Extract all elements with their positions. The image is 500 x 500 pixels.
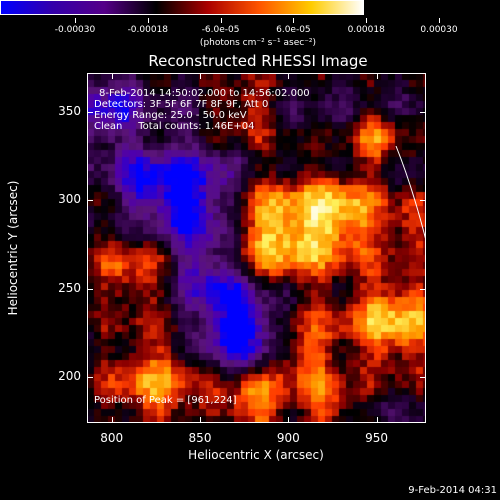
y-tick-label: 300 — [58, 192, 81, 207]
colorbar-tick-label: 0.00018 — [347, 25, 385, 35]
x-tick-label: 850 — [188, 431, 212, 445]
x-tick — [111, 417, 113, 423]
colorbar-tick-label: -0.00018 — [127, 25, 169, 35]
y-tick-label: 200 — [58, 369, 81, 384]
y-tick — [420, 288, 426, 290]
info-detectors: Detectors: 3F 5F 6F 7F 8F 9F, Att 0 — [94, 99, 269, 110]
colorbar-tick — [293, 18, 295, 23]
info-time-range: 8-Feb-2014 14:50:02.000 to 14:56:02.000 — [99, 88, 310, 99]
y-tick — [420, 377, 426, 379]
colorbar-tick-label: 0.00030 — [420, 25, 458, 35]
x-tick — [288, 417, 290, 423]
x-tick — [111, 73, 113, 79]
colorbar-tick-label: -6.0e-05 — [201, 25, 240, 35]
x-axis-label: Heliocentric X (arcsec) — [188, 448, 324, 462]
colorbar-tick — [75, 18, 76, 23]
solar-image-panel: 8-Feb-2014 14:50:02.000 to 14:56:02.000 … — [87, 73, 426, 423]
y-tick-label: 250 — [58, 280, 81, 295]
x-tick — [200, 417, 201, 423]
x-tick — [376, 73, 378, 79]
x-tick-label: 950 — [365, 431, 389, 445]
heatmap-image — [87, 73, 426, 423]
colorbar-tick — [366, 18, 368, 23]
y-tick-label: 350 — [58, 103, 81, 118]
colorbar-tick — [220, 18, 222, 23]
colorbar-units: (photons cm⁻² s⁻¹ asec⁻²) — [199, 38, 317, 48]
colorbar-tick — [439, 18, 440, 23]
y-tick — [87, 200, 93, 202]
footer-timestamp: 9-Feb-2014 04:31 — [408, 485, 497, 496]
x-tick-label: 900 — [276, 431, 300, 445]
info-counts: Clean Total counts: 1.46E+04 — [94, 121, 255, 132]
x-tick — [376, 417, 378, 423]
colorbar-tick — [147, 18, 149, 23]
info-peak-position: Position of Peak = [961,224] — [94, 395, 237, 406]
y-tick — [420, 111, 426, 113]
x-tick — [288, 73, 290, 79]
info-energy-range: Energy Range: 25.0 - 50.0 keV — [94, 110, 247, 121]
y-tick — [420, 200, 426, 202]
y-tick — [87, 111, 93, 113]
colorbar-tick-label: 6.0e-05 — [276, 25, 311, 35]
colorbar — [0, 0, 364, 15]
y-axis-label: Heliocentric Y (arcsec) — [6, 180, 20, 316]
colorbar-tick-label: -0.00030 — [54, 25, 96, 35]
x-tick — [200, 73, 201, 79]
y-tick — [87, 288, 93, 290]
y-tick — [87, 377, 93, 379]
x-tick-label: 800 — [100, 431, 124, 445]
image-title: Reconstructed RHESSI Image — [148, 52, 368, 70]
